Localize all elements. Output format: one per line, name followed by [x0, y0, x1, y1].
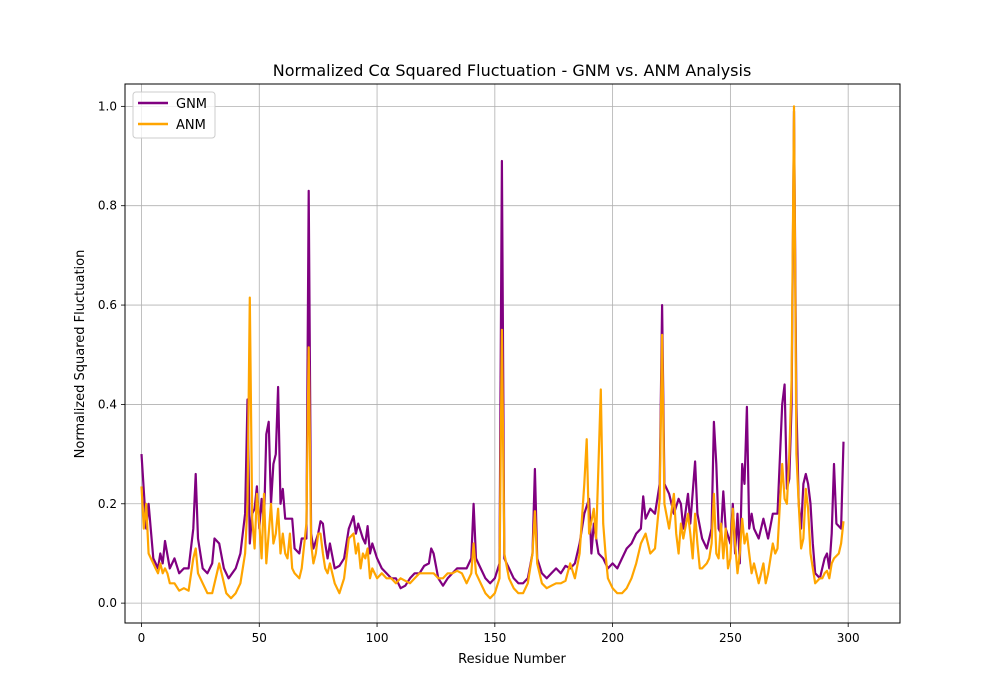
plot-area-frame: [124, 83, 901, 624]
x-tick-label: 300: [837, 631, 860, 645]
legend-label-gnm: GNM: [176, 97, 207, 112]
series-line-anm: [140, 105, 845, 600]
axis-ticks: 0 50 100 150 200 250 300 0.0 0.2 0.4 0.6 0.8 1.0: [98, 99, 860, 645]
y-tick-label: 1.0: [98, 99, 117, 113]
series-lines: [140, 105, 845, 600]
x-tick-label: 150: [483, 631, 506, 645]
y-tick-label: 0.8: [98, 199, 117, 213]
chart-title: Normalized Cα Squared Fluctuation - GNM …: [273, 61, 752, 80]
y-tick-label: 0.4: [98, 397, 117, 411]
legend: GNM ANM: [132, 91, 216, 139]
x-tick-label: 100: [366, 631, 389, 645]
x-tick-label: 200: [601, 631, 624, 645]
y-axis-label: Normalized Squared Fluctuation: [73, 250, 88, 459]
x-axis-label: Residue Number: [458, 652, 566, 667]
x-tick-label: 50: [252, 631, 267, 645]
y-tick-label: 0.6: [98, 298, 117, 312]
x-tick-label: 250: [719, 631, 742, 645]
y-tick-label: 0.2: [98, 497, 117, 511]
legend-label-anm: ANM: [176, 118, 206, 133]
y-tick-label: 0.0: [98, 596, 117, 610]
x-tick-label: 0: [138, 631, 146, 645]
